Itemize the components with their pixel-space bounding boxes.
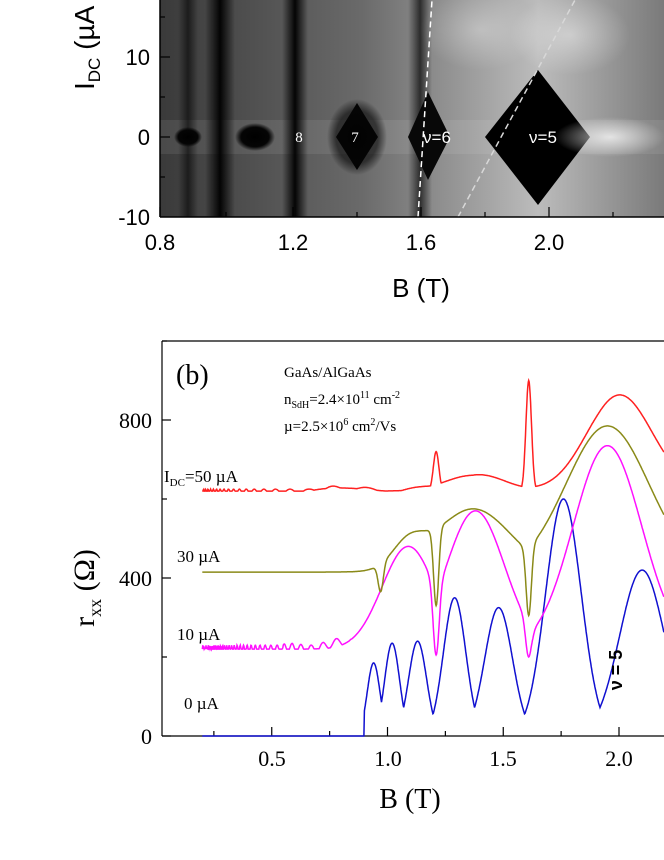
panel-b-label: (b)	[176, 360, 209, 391]
panel-b-ytick-400: 400	[119, 566, 152, 591]
svg-text:rxx (Ω): rxx (Ω)	[68, 549, 105, 627]
panel-a-ytick-0: 0	[138, 125, 150, 150]
svg-text:ν = 5: ν = 5	[606, 650, 626, 691]
info-density: nSdH=2.4×1011 cm-2	[284, 390, 400, 411]
nu5-label-b: ν = 5	[606, 650, 626, 691]
nu-label-7: 7	[351, 130, 359, 146]
svg-text:IDC (µA: IDC (µA	[69, 5, 104, 90]
panel-a-xtick-2.0: 2.0	[534, 230, 565, 255]
curve-label-10uA: 10 µA	[177, 625, 221, 644]
panel-a-xtick-1.2: 1.2	[278, 230, 309, 255]
panel-b-ylabel-main: r	[68, 617, 101, 627]
panel-a-ticks	[159, 16, 614, 217]
curve-0uA	[202, 498, 664, 737]
curve-label-30uA: 30 µA	[177, 547, 221, 566]
info-mobility: µ=2.5×106 cm2/Vs	[284, 417, 396, 435]
curve-label-50uA: IDC=50 µA	[164, 467, 239, 489]
curve-30uA	[202, 425, 664, 618]
panel-a-heatmap	[160, 0, 664, 217]
panel-a-ylabel-unit: (µA	[69, 5, 100, 57]
panel-a-xlabel: B (T)	[392, 273, 450, 303]
panel-b-xtick-2.0: 2.0	[605, 746, 633, 771]
panel-b-ytick-800: 800	[119, 408, 152, 433]
panel-b-xlabel: B (T)	[379, 784, 440, 815]
nu-label-8: 8	[295, 130, 303, 146]
panel-a-ylabel-main: I	[69, 82, 100, 90]
panel-b-frame	[161, 340, 664, 737]
dashed-guide-line-1	[417, 0, 433, 217]
panel-b-curves	[201, 377, 664, 737]
panel-a-xtick-0.8: 0.8	[145, 230, 176, 255]
panel-b-xtick-1.5: 1.5	[489, 746, 517, 771]
panel-a-xtick-1.6: 1.6	[406, 230, 437, 255]
panel-a-ytick-10: 10	[126, 45, 150, 70]
curve-50uA	[202, 377, 664, 492]
panel-b-ytick-0: 0	[141, 724, 152, 749]
panel-b-ticks	[162, 340, 620, 737]
curve-10uA	[201, 444, 664, 659]
panel-b-xtick-1.0: 1.0	[374, 746, 402, 771]
panel-b-xtick-0.5: 0.5	[258, 746, 286, 771]
dashed-guide-line-2	[457, 0, 576, 217]
nu-label-6: ν=6	[423, 128, 451, 147]
info-sample: GaAs/AlGaAs	[284, 365, 372, 381]
panel-b-ylabel-sub: xx	[85, 599, 105, 617]
panel-a-ylabel: IDC (µA	[69, 5, 104, 90]
panel-a-ytick-neg10: -10	[118, 205, 150, 230]
panel-b-ylabel: rxx (Ω)	[68, 549, 105, 627]
panel-a-ylabel-sub: DC	[85, 58, 104, 83]
nu-label-5: ν=5	[529, 128, 557, 147]
panel-b-ylabel-unit: (Ω)	[68, 549, 101, 599]
curve-label-0uA: 0 µA	[184, 694, 220, 713]
